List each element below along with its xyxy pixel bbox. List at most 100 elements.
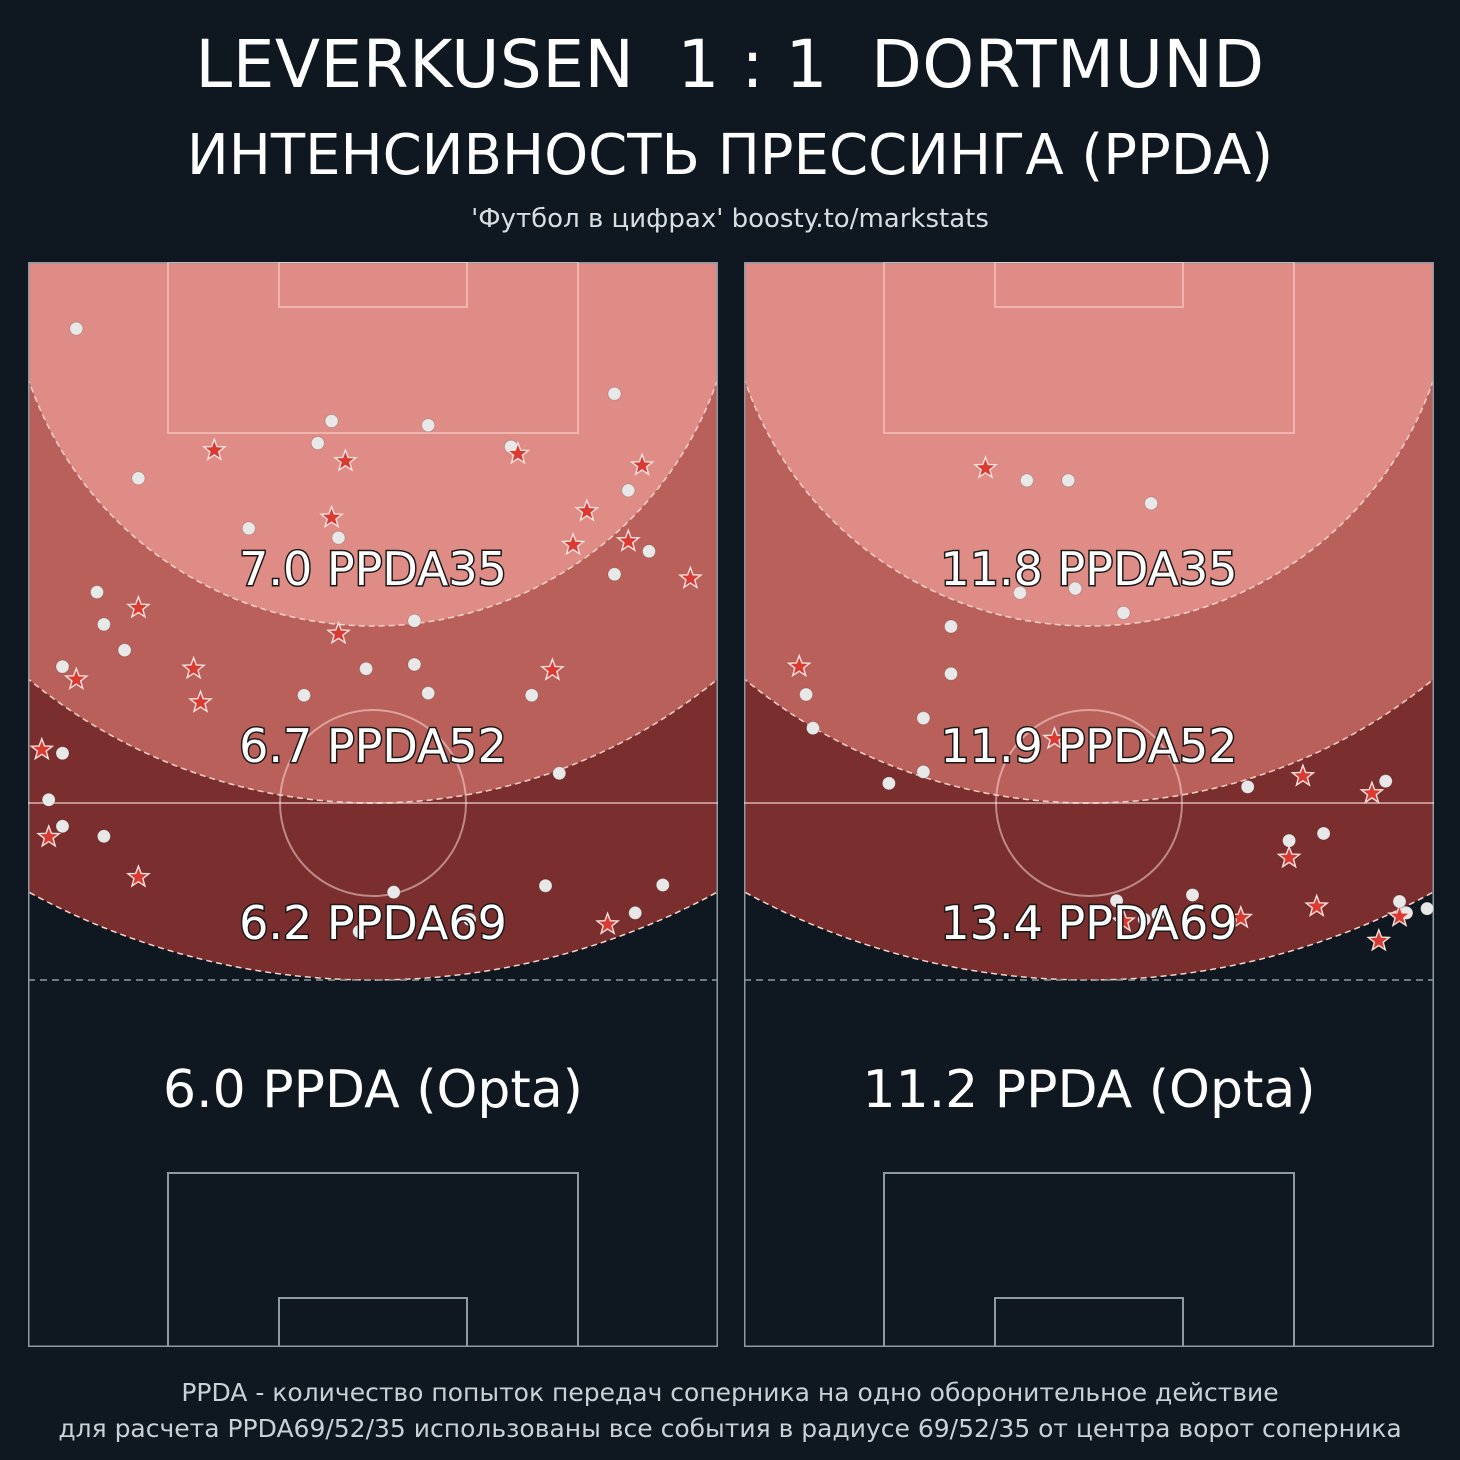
dot-marker [96,617,111,632]
dot-marker [1068,581,1083,596]
dot-marker [462,912,477,927]
dot-marker [421,418,436,433]
dot-marker [1137,912,1152,927]
pitch-panel-dortmund: 11.8 PPDA35 11.9 PPDA52 13.4 PPDA69 11.2… [744,262,1434,1347]
star-marker [326,620,351,645]
dot-marker [421,686,436,701]
dot-marker [407,613,422,628]
dot-marker [607,567,622,582]
dot-marker [1013,585,1027,600]
dot-marker [41,792,56,807]
dot-marker [1392,894,1407,909]
dot-marker [117,643,132,658]
dot-marker [524,688,539,703]
star-marker [201,437,227,461]
dot-marker [310,436,325,451]
dot-marker [69,321,84,336]
dot-marker [297,688,311,703]
star-marker [539,657,565,681]
dot-marker [331,530,346,545]
dot-marker [241,521,256,536]
star-marker [1111,908,1136,933]
dot-marker [799,687,814,702]
star-marker [1276,844,1302,869]
star-marker [1228,904,1254,929]
star-marker [973,455,998,479]
opta-ppda-label: 11.2 PPDA (Opta) [862,1060,1315,1120]
center-circle [279,709,467,897]
dot-marker [55,746,70,761]
dot-marker [55,659,70,674]
ppda52-label: 11.9 PPDA52 [940,719,1237,773]
star-marker [1387,903,1412,928]
star-marker [1366,927,1392,952]
goal-area-top [278,262,468,308]
footnote-method: для расчета PPDA69/52/35 использованы вс… [58,1414,1402,1443]
star-marker [1042,725,1067,750]
footnote-definition: PPDA - количество попыток передач соперн… [181,1378,1279,1407]
dot-marker [1019,473,1034,488]
dot-marker [552,766,567,781]
dot-marker [916,711,931,726]
dot-marker [352,924,367,939]
dot-marker [1185,888,1200,903]
star-marker [615,528,641,552]
dot-marker [628,905,643,920]
dot-marker [1240,779,1255,794]
star-marker [36,823,62,848]
ppda69-label: 13.4 PPDA69 [940,896,1237,950]
star-marker [1290,763,1316,787]
star-marker [29,736,55,761]
dot-marker [655,878,670,893]
dot-marker [1151,907,1165,922]
star-marker [1304,893,1330,918]
dot-marker [944,666,958,681]
dot-marker [621,483,636,498]
zone-ppda35 [744,262,1434,627]
dot-marker [407,657,422,672]
dot-marker [359,661,374,676]
goal-area-top [994,262,1184,308]
dot-marker [538,878,553,893]
dot-marker [1061,473,1076,488]
dot-marker [90,585,104,600]
dot-marker [1420,901,1434,916]
dot-marker [881,776,896,791]
dot-marker [607,386,622,401]
penalty-box-bottom [883,1172,1295,1347]
dot-marker [806,721,820,736]
star-marker [786,653,812,678]
dot-marker [1378,774,1393,789]
star-marker [125,594,151,619]
chart-subtitle: ИНТЕНСИВНОСТЬ ПРЕССИНГА (PPDA) [186,123,1274,188]
star-marker [677,565,703,590]
star-marker [595,911,621,935]
penalty-box-top [883,262,1295,434]
pitch-chart-leverkusen: 7.0 PPDA35 6.7 PPDA52 6.2 PPDA69 6.0 PPD… [28,262,718,1347]
dot-marker [642,544,656,559]
star-marker [63,666,89,691]
opta-ppda-label: 6.0 PPDA (Opta) [163,1060,583,1120]
dot-marker [1144,496,1159,511]
star-marker [188,689,213,713]
goal-area-bottom [278,1297,468,1347]
star-marker [126,864,151,888]
dot-marker [131,471,146,486]
dot-marker [916,764,931,779]
dot-marker [1109,893,1124,908]
star-marker [1359,780,1385,804]
match-title: LEVERKUSEN 1 : 1 DORTMUND [195,26,1265,103]
zone-ppda35 [28,262,718,627]
goal-area-bottom [994,1297,1184,1347]
ppda35-label: 11.8 PPDA35 [940,542,1237,596]
star-marker [181,655,206,680]
penalty-box-bottom [167,1172,579,1347]
dot-marker [96,829,111,844]
pitch-chart-dortmund: 11.8 PPDA35 11.9 PPDA52 13.4 PPDA69 11.2… [744,262,1434,1347]
star-marker [629,452,655,476]
dot-marker [55,819,70,834]
center-circle [995,709,1183,897]
star-marker [505,440,531,465]
dot-marker [1316,826,1331,841]
